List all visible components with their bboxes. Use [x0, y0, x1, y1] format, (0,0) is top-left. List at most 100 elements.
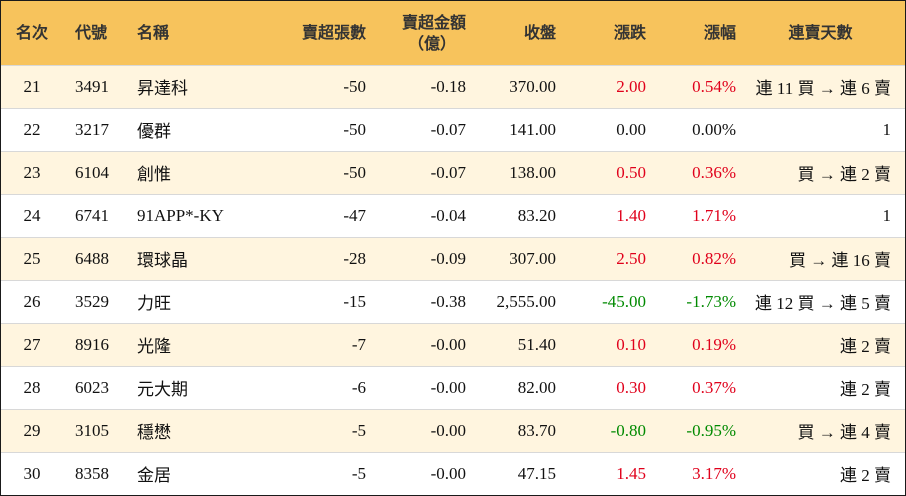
- header-row: 名次 代號 名稱 賣超張數 賣超金額 （億） 收盤 漲跌 漲幅 連賣天數: [1, 1, 905, 65]
- change-cell: 1.40: [616, 205, 646, 225]
- name-cell: 光隆: [137, 337, 171, 356]
- code-cell: 3217: [75, 119, 109, 139]
- streak-cell: 連 2 賣: [840, 380, 891, 399]
- change-pct-cell: -0.95%: [686, 420, 736, 440]
- header-rank: 名次: [15, 23, 48, 43]
- rank-cell: 24: [23, 205, 41, 225]
- table-row: 26 3529 力旺 -15 -0.38 2,555.00 -45.00 -1.73% 連 12…: [1, 280, 905, 323]
- table-row: 29 3105 穩懋 -5 -0.00 83.70 -0.80 -0.95% 買 → 連 4 賣: [1, 409, 905, 452]
- change-pct-cell: 1.71%: [692, 205, 736, 225]
- name-cell: 91APP*-KY: [137, 205, 224, 225]
- streak-cell: 連 2 賣: [840, 337, 891, 356]
- header-net-sell-lots: 賣超張數: [301, 23, 366, 43]
- table-row: 30 8358 金居 -5 -0.00 47.15 1.45 3.17% 連 2 賣: [1, 452, 905, 495]
- change-cell: 0.10: [616, 334, 646, 354]
- code-cell: 6023: [75, 377, 109, 397]
- close-cell: 83.20: [517, 205, 556, 225]
- header-streak: 連賣天數: [788, 23, 853, 43]
- code-cell: 8358: [75, 463, 109, 483]
- rank-cell: 21: [23, 76, 41, 96]
- change-pct-cell: 0.00%: [692, 119, 736, 139]
- header-name: 名稱: [137, 23, 170, 43]
- net-sell-lots-cell: -5: [351, 463, 366, 483]
- close-cell: 307.00: [509, 248, 556, 268]
- table-row: 28 6023 元大期 -6 -0.00 82.00 0.30 0.37% 連 2 賣: [1, 366, 905, 409]
- streak-cell: 買 → 連 4 賣: [797, 423, 892, 442]
- net-sell-lots-cell: -15: [343, 291, 366, 311]
- net-sell-lots-cell: -7: [351, 334, 366, 354]
- header-change: 漲跌: [613, 23, 646, 43]
- close-cell: 47.15: [517, 463, 556, 483]
- change-cell: 1.45: [616, 463, 646, 483]
- table-body: 21 3491 昇達科 -50 -0.18 370.00 2.00 0.54% 連 11 買 →…: [1, 65, 905, 495]
- name-cell: 力旺: [137, 294, 171, 313]
- change-pct-cell: -1.73%: [686, 291, 736, 311]
- net-sell-amount-cell: -0.00: [430, 334, 466, 354]
- table-row: 21 3491 昇達科 -50 -0.18 370.00 2.00 0.54% 連 11 買 →…: [1, 65, 905, 108]
- change-pct-cell: 0.36%: [692, 162, 736, 182]
- streak-cell: 連 2 賣: [840, 466, 891, 486]
- name-cell: 金居: [137, 466, 171, 486]
- rank-cell: 26: [23, 291, 41, 311]
- change-cell: 2.50: [616, 248, 646, 268]
- streak-cell: 1: [882, 205, 892, 225]
- rank-cell: 29: [23, 420, 41, 440]
- code-cell: 3491: [75, 76, 109, 96]
- net-sell-amount-cell: -0.18: [430, 76, 466, 96]
- streak-cell: 連 11 買 → 連 6 賣: [755, 79, 891, 98]
- net-sell-amount-cell: -0.07: [430, 119, 466, 139]
- header-net-sell-amount-unit: （億）: [407, 33, 456, 53]
- rank-cell: 28: [23, 377, 41, 397]
- close-cell: 141.00: [509, 119, 556, 139]
- name-cell: 穩懋: [137, 423, 171, 442]
- streak-cell: 買 → 連 16 賣: [789, 251, 891, 270]
- name-cell: 創惟: [137, 165, 171, 184]
- header-code: 代號: [75, 23, 108, 43]
- close-cell: 51.40: [517, 334, 556, 354]
- change-pct-cell: 0.82%: [692, 248, 736, 268]
- change-cell: 2.00: [616, 76, 646, 96]
- table-row: 22 3217 優群 -50 -0.07 141.00 0.00 0.00% 1: [1, 108, 905, 151]
- net-sell-amount-cell: -0.38: [430, 291, 466, 311]
- change-pct-cell: 0.19%: [692, 334, 736, 354]
- net-sell-lots-cell: -50: [343, 119, 366, 139]
- table-row: 27 8916 光隆 -7 -0.00 51.40 0.10 0.19% 連 2 賣: [1, 323, 905, 366]
- rank-cell: 22: [23, 119, 41, 139]
- code-cell: 6104: [75, 162, 109, 182]
- code-cell: 6488: [75, 248, 109, 268]
- code-cell: 6741: [75, 205, 109, 225]
- net-sell-lots-cell: -47: [343, 205, 366, 225]
- net-sell-lots-cell: -50: [343, 162, 366, 182]
- net-sell-amount-cell: -0.00: [430, 463, 466, 483]
- change-cell: 0.50: [616, 162, 646, 182]
- net-sell-lots-cell: -6: [351, 377, 366, 397]
- close-cell: 138.00: [509, 162, 556, 182]
- close-cell: 82.00: [517, 377, 556, 397]
- rank-cell: 23: [23, 162, 41, 182]
- rank-cell: 30: [23, 463, 41, 483]
- net-sell-amount-cell: -0.00: [430, 420, 466, 440]
- net-sell-amount-cell: -0.00: [430, 377, 466, 397]
- header-close: 收盤: [523, 23, 556, 43]
- header-net-sell-amount: 賣超金額 （億）: [366, 1, 466, 65]
- net-sell-amount-cell: -0.04: [430, 205, 466, 225]
- close-cell: 370.00: [509, 76, 556, 96]
- close-cell: 83.70: [517, 420, 556, 440]
- streak-cell: 連 12 買 → 連 5 賣: [755, 294, 891, 313]
- change-cell: -0.80: [610, 420, 646, 440]
- code-cell: 3105: [75, 420, 109, 440]
- change-cell: 0.30: [616, 377, 646, 397]
- net-sell-lots-cell: -50: [343, 76, 366, 96]
- code-cell: 3529: [75, 291, 109, 311]
- change-pct-cell: 0.37%: [692, 377, 736, 397]
- table-row: 24 6741 91APP*-KY -47 -0.04 83.20 1.40 1.71% 1: [1, 194, 905, 237]
- name-cell: 優群: [137, 122, 171, 141]
- net-sell-lots-cell: -28: [343, 248, 366, 268]
- header-change-pct: 漲幅: [703, 23, 736, 43]
- code-cell: 8916: [75, 334, 109, 354]
- net-sell-lots-cell: -5: [351, 420, 366, 440]
- name-cell: 昇達科: [137, 79, 188, 98]
- name-cell: 環球晶: [137, 251, 188, 270]
